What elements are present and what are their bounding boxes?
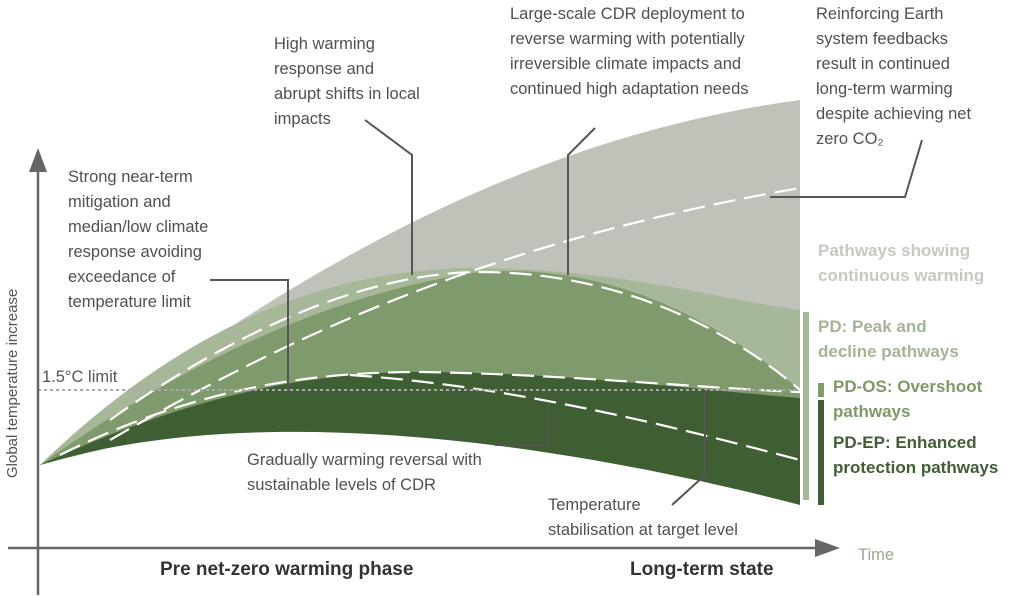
annotation: Gradually warming reversal with sustainab… [247, 451, 482, 494]
annotation: Reinforcing Earth system feedbacks result … [816, 5, 971, 148]
leader-line [364, 119, 413, 275]
x-arrow [815, 539, 840, 557]
y-axis-label: Global temperature increase [4, 289, 21, 478]
annotation: Strong near-term mitigation and median/low… [68, 168, 208, 311]
leader-line [671, 390, 706, 506]
leader-line [567, 127, 596, 275]
legend-bar [818, 383, 824, 397]
dashed-path [109, 270, 801, 421]
legend-bar [818, 400, 824, 505]
dashed-path [59, 370, 801, 456]
leader-line [210, 279, 289, 392]
annotation: Large-scale CDR deployment to reverse war… [510, 5, 749, 98]
y-arrow [29, 148, 47, 172]
legend-entry: PD-EP: Enhanced protection pathways [833, 433, 998, 477]
phase-label: Long-term state [630, 559, 774, 580]
dashed-path [109, 186, 801, 441]
annotation: Temperature stabilisation at target level [548, 496, 738, 539]
limit-label: 1.5°C limit [42, 368, 118, 386]
phase-label: Pre net-zero warming phase [160, 559, 413, 580]
legend-entry: Pathways showing continuous warming [818, 241, 984, 285]
dashed-path [349, 373, 801, 462]
x-axis-label: Time [858, 546, 894, 564]
enhanced-protection-area [40, 372, 800, 505]
legend-entry: PD: Peak and decline pathways [818, 317, 959, 361]
legend-bar [803, 312, 809, 500]
legend-entry: PD-OS: Overshoot pathways [833, 377, 983, 421]
leader-line [770, 139, 923, 198]
annotation: High warming response and abrupt shifts in… [274, 35, 420, 128]
leader-line [495, 405, 549, 446]
